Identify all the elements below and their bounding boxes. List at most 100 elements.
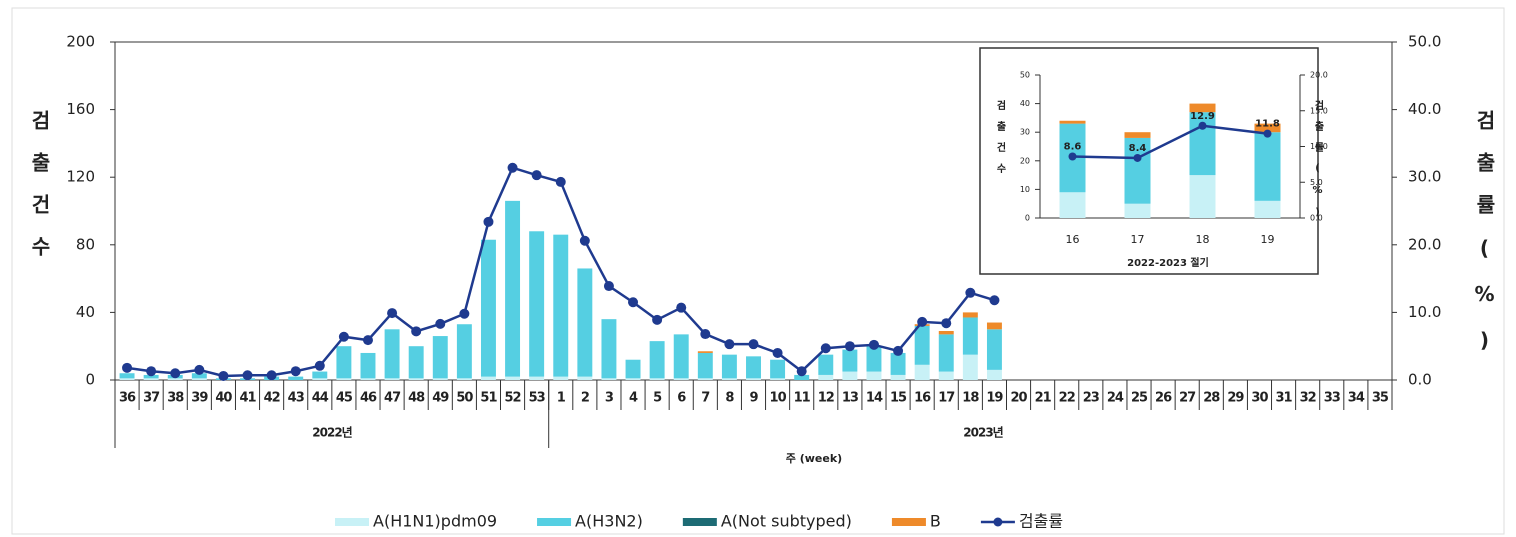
x-tick-label: 12 (818, 391, 834, 406)
line-marker (917, 316, 928, 327)
legend-label: B (930, 512, 941, 531)
y2-tick-label: 15.0 (1310, 106, 1328, 115)
legend-label: A(H1N1)pdm09 (373, 512, 497, 531)
bar-segment (1254, 123, 1281, 133)
y-tick-label: 30 (1020, 128, 1030, 137)
bar-segment (312, 378, 328, 380)
bar-segment (408, 346, 424, 379)
bar-segment (480, 239, 496, 377)
x-tick-label: 5 (653, 391, 662, 406)
legend-label: A(H3N2) (575, 512, 643, 531)
x-tick-label: 1 (557, 391, 566, 406)
x-tick-label: 16 (1066, 233, 1080, 246)
bar-segment (986, 322, 1002, 330)
line-marker (941, 318, 952, 329)
x-tick-label: 52 (505, 391, 521, 406)
legend-swatch (682, 518, 717, 526)
y2-tick-label: 0.0 (1408, 371, 1432, 389)
legend-swatch (335, 518, 369, 526)
bar-segment (167, 378, 183, 380)
line-marker (844, 341, 855, 352)
bar-segment (143, 378, 159, 380)
bar-segment (866, 371, 882, 380)
x-tick-label: 31 (1276, 391, 1293, 406)
x-tick-label: 15 (890, 391, 907, 406)
x-axis-label: 주 (week) (786, 452, 842, 465)
x-tick-label: 6 (677, 391, 686, 406)
legend-swatch (993, 517, 1003, 527)
bar-segment (938, 371, 954, 380)
x-tick-label: 37 (143, 391, 160, 406)
x-tick-label: 46 (360, 391, 377, 406)
bar-segment (890, 352, 906, 375)
x-axis-label: 2022-2023 절기 (1127, 256, 1209, 269)
line-marker (435, 318, 446, 329)
x-tick-label: 51 (480, 391, 497, 406)
bar-segment (312, 371, 328, 379)
year-label: 2023년 (963, 426, 1003, 440)
line-marker (820, 343, 831, 354)
x-tick-label: 9 (749, 391, 758, 406)
x-tick-label: 10 (770, 391, 787, 406)
x-tick-label: 53 (529, 391, 546, 406)
x-tick-label: 22 (1059, 391, 1075, 406)
x-tick-label: 36 (119, 391, 136, 406)
x-tick-label: 28 (1203, 391, 1220, 406)
line-marker (748, 339, 759, 350)
y2-tick-label: 10.0 (1408, 303, 1441, 321)
line-marker (989, 295, 1000, 306)
bar-segment (384, 378, 400, 380)
x-tick-label: 11 (794, 391, 811, 406)
bar-segment (1124, 203, 1151, 218)
bar-segment (119, 378, 135, 380)
bar-segment (505, 200, 521, 377)
y2-tick-label: 5.0 (1310, 178, 1323, 187)
bar-segment (649, 378, 665, 380)
y2-axis-label: 검출률(%) (1473, 110, 1497, 374)
bar-segment (336, 346, 352, 379)
y-tick-label: 10 (1020, 185, 1030, 194)
x-tick-label: 38 (167, 391, 184, 406)
x-tick-label: 45 (336, 391, 353, 406)
line-marker (531, 170, 542, 181)
x-tick-label: 21 (1035, 391, 1052, 406)
bar-segment (1254, 132, 1281, 201)
x-tick-label: 19 (986, 391, 1003, 406)
bar-segment (1059, 120, 1086, 124)
line-marker (893, 345, 904, 356)
line-marker (603, 281, 614, 292)
bar-segment (625, 378, 641, 380)
y-tick-label: 0 (85, 371, 95, 389)
bar-segment (384, 329, 400, 379)
y2-axis-label: 검출률(%) (1312, 100, 1324, 229)
x-tick-label: 8 (725, 391, 734, 406)
bar-segment (962, 354, 978, 380)
bar-segment (818, 374, 834, 380)
x-tick-label: 25 (1131, 391, 1148, 406)
y-tick-label: 40 (76, 303, 95, 321)
x-tick-label: 16 (914, 391, 931, 406)
bar-segment (986, 369, 1002, 380)
x-tick-label: 3 (605, 391, 614, 406)
line-marker (1068, 152, 1077, 161)
bar-segment (866, 346, 882, 372)
line-marker (507, 162, 518, 173)
y-tick-label: 40 (1020, 99, 1030, 108)
x-tick-label: 27 (1179, 391, 1196, 406)
x-tick-label: 4 (629, 391, 638, 406)
line-marker (868, 339, 879, 350)
bar-segment (625, 359, 641, 379)
bar-segment (649, 341, 665, 379)
y-tick-label: 80 (76, 235, 95, 253)
bar-segment (721, 378, 737, 380)
x-tick-label: 48 (408, 391, 425, 406)
bar-segment (601, 319, 617, 379)
line-marker (700, 329, 711, 340)
bar-segment (962, 317, 978, 355)
bar-segment (432, 336, 448, 379)
bar-segment (143, 374, 159, 379)
line-marker (411, 326, 422, 337)
data-label: 12.9 (1190, 111, 1215, 122)
line-marker (724, 339, 735, 350)
